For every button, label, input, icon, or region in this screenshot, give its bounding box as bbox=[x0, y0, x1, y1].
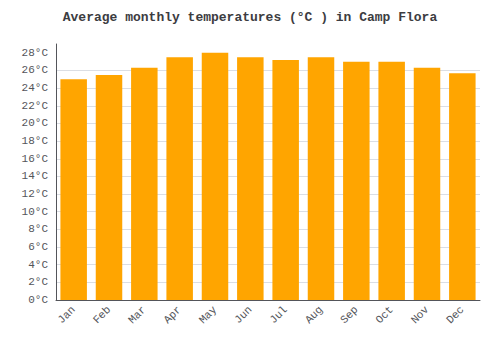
svg-text:Dec: Dec bbox=[444, 304, 466, 326]
svg-text:6°C: 6°C bbox=[28, 241, 48, 253]
svg-text:14°C: 14°C bbox=[22, 170, 49, 182]
svg-text:26°C: 26°C bbox=[22, 64, 49, 76]
svg-text:Feb: Feb bbox=[91, 304, 113, 326]
svg-text:12°C: 12°C bbox=[22, 188, 49, 200]
svg-text:0°C: 0°C bbox=[28, 294, 48, 306]
svg-text:18°C: 18°C bbox=[22, 135, 49, 147]
svg-text:2°C: 2°C bbox=[28, 276, 48, 288]
svg-text:Jan: Jan bbox=[55, 304, 77, 326]
svg-text:20°C: 20°C bbox=[22, 117, 49, 129]
svg-text:Nov: Nov bbox=[409, 303, 432, 326]
svg-text:24°C: 24°C bbox=[22, 82, 49, 94]
svg-text:22°C: 22°C bbox=[22, 100, 49, 112]
svg-text:28°C: 28°C bbox=[22, 47, 49, 59]
svg-text:Apr: Apr bbox=[161, 304, 183, 326]
svg-text:4°C: 4°C bbox=[28, 259, 48, 271]
svg-text:Average monthly temperatures (: Average monthly temperatures (°C ) in Ca… bbox=[63, 10, 438, 25]
svg-text:Sep: Sep bbox=[338, 304, 360, 326]
svg-text:Jun: Jun bbox=[232, 304, 254, 326]
svg-text:Mar: Mar bbox=[126, 304, 148, 326]
svg-text:Aug: Aug bbox=[303, 304, 325, 326]
svg-text:8°C: 8°C bbox=[28, 223, 48, 235]
svg-text:16°C: 16°C bbox=[22, 153, 49, 165]
svg-text:Jul: Jul bbox=[267, 304, 289, 326]
svg-text:Oct: Oct bbox=[373, 304, 395, 326]
svg-text:10°C: 10°C bbox=[22, 206, 49, 218]
svg-text:May: May bbox=[197, 303, 220, 326]
